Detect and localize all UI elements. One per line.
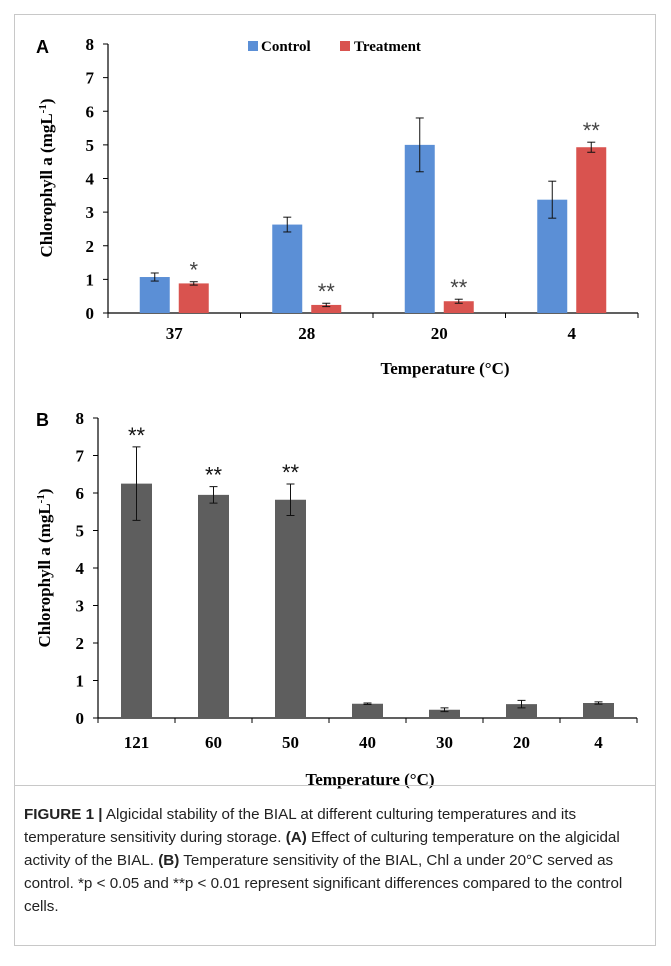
- panel-a-legend: Control Treatment: [248, 39, 421, 55]
- figure-caption: FIGURE 1 | Algicidal stability of the BI…: [24, 803, 649, 918]
- caption-a-marker: (A): [286, 829, 307, 846]
- significance-marker: **: [205, 463, 223, 488]
- y-tick-label: 1: [76, 672, 85, 691]
- y-tick-label: 3: [86, 203, 95, 222]
- x-category-label: 60: [205, 733, 222, 752]
- x-category-label: 40: [359, 733, 376, 752]
- y-tick-label: 5: [86, 136, 95, 155]
- panel-b-x-axis-label: Temperature (°C): [305, 770, 434, 789]
- x-category-label: 20: [431, 324, 448, 343]
- panel-a-label: A: [36, 37, 49, 57]
- y-tick-label: 2: [86, 237, 95, 256]
- y-tick-label: 8: [76, 409, 85, 428]
- y-tick-label: 6: [86, 102, 95, 121]
- legend-swatch-control: [248, 41, 258, 51]
- y-tick-label: 8: [86, 35, 95, 54]
- legend-label-treatment: Treatment: [354, 39, 421, 55]
- panel-b-y-axis-label: Chlorophyll a (mgL-1): [35, 488, 54, 647]
- x-category-label: 4: [594, 733, 603, 752]
- caption-figure-label: FIGURE 1 |: [24, 806, 103, 823]
- panel-b-label: B: [36, 410, 49, 430]
- x-category-label: 121: [124, 733, 150, 752]
- bar: [352, 704, 383, 718]
- bar: [140, 277, 170, 313]
- panel-a-chart: A Control Treatment Chlorophyll a (mgL-1…: [36, 35, 638, 378]
- legend-label-control: Control: [261, 39, 311, 55]
- x-category-label: 30: [436, 733, 453, 752]
- caption-b-marker: (B): [158, 852, 179, 869]
- caption-divider: [14, 785, 656, 786]
- significance-marker: **: [583, 118, 601, 143]
- y-tick-label: 2: [76, 634, 85, 653]
- y-tick-label: 0: [86, 304, 95, 323]
- y-tick-label: 4: [76, 559, 85, 578]
- y-tick-label: 0: [76, 709, 85, 728]
- x-category-label: 50: [282, 733, 299, 752]
- significance-marker: **: [282, 460, 300, 485]
- x-category-label: 28: [298, 324, 315, 343]
- y-tick-label: 6: [76, 484, 85, 503]
- bar: [275, 500, 306, 718]
- bar: [179, 283, 209, 313]
- x-category-label: 37: [166, 324, 184, 343]
- x-category-label: 4: [568, 324, 577, 343]
- significance-marker: **: [318, 279, 336, 304]
- y-tick-label: 7: [76, 447, 85, 466]
- y-tick-label: 3: [76, 597, 85, 616]
- bar: [272, 225, 302, 313]
- x-category-label: 20: [513, 733, 530, 752]
- y-tick-label: 1: [86, 270, 95, 289]
- panel-a-y-axis-label: Chlorophyll a (mgL-1): [37, 98, 56, 257]
- y-tick-label: 7: [86, 69, 95, 88]
- panel-a-x-axis-label: Temperature (°C): [380, 359, 509, 378]
- bar: [583, 703, 614, 718]
- legend-swatch-treatment: [340, 41, 350, 51]
- charts-canvas: A Control Treatment Chlorophyll a (mgL-1…: [0, 0, 671, 790]
- bar: [198, 495, 229, 718]
- y-tick-label: 4: [86, 170, 95, 189]
- y-tick-label: 5: [76, 522, 85, 541]
- panel-b-chart: B Chlorophyll a (mgL-1) Temperature (°C)…: [35, 409, 637, 789]
- significance-marker: **: [128, 423, 146, 448]
- bar: [576, 147, 606, 313]
- significance-marker: *: [189, 258, 198, 283]
- significance-marker: **: [450, 275, 468, 300]
